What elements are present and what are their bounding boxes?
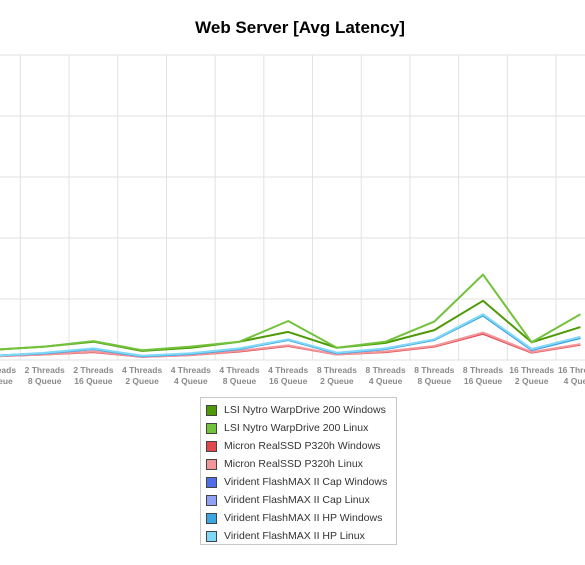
legend-item[interactable]: Micron RealSSD P320h Linux xyxy=(206,455,396,473)
legend-label: Micron RealSSD P320h Windows xyxy=(224,440,381,452)
legend-label: LSI Nytro WarpDrive 200 Windows xyxy=(224,404,386,416)
series-line-3 xyxy=(0,331,581,358)
x-tick-label: 16 Threads 2 Queue xyxy=(509,365,554,386)
legend-label: Virident FlashMAX II HP Linux xyxy=(224,530,365,542)
legend-swatch xyxy=(206,476,217,488)
series-line-7 xyxy=(0,313,581,357)
legend-swatch xyxy=(206,530,217,542)
x-tick-label: 4 Threads 8 Queue xyxy=(219,365,259,386)
legend-swatch xyxy=(206,494,217,506)
legend-swatch xyxy=(206,422,217,434)
x-tick-label: 8 Threads 2 Queue xyxy=(317,365,357,386)
legend-label: Virident FlashMAX II HP Windows xyxy=(224,512,383,524)
series-line-0 xyxy=(0,299,581,352)
legend-label: Virident FlashMAX II Cap Windows xyxy=(224,476,388,488)
x-tick-label: 8 Threads 16 Queue xyxy=(463,365,503,386)
legend-item[interactable]: Virident FlashMAX II Cap Windows xyxy=(206,473,396,491)
x-tick-label: 4 Threads 16 Queue xyxy=(268,365,308,386)
legend-item[interactable]: Micron RealSSD P320h Windows xyxy=(206,437,396,455)
series-line-1 xyxy=(0,273,581,352)
gridlines xyxy=(0,54,585,361)
x-tick-label: 4 Threads 4 Queue xyxy=(171,365,211,386)
legend-item[interactable]: LSI Nytro WarpDrive 200 Linux xyxy=(206,419,396,437)
legend-swatch xyxy=(206,440,217,452)
legend-item[interactable]: Virident FlashMAX II Cap Linux xyxy=(206,491,396,509)
x-tick-label: 8 Threads 8 Queue xyxy=(414,365,454,386)
legend-swatch xyxy=(206,458,217,470)
x-tick-label: 2 Threads 8 Queue xyxy=(25,365,65,386)
legend-item[interactable]: Virident FlashMAX II HP Windows xyxy=(206,509,396,527)
legend-item[interactable]: LSI Nytro WarpDrive 200 Windows xyxy=(206,401,396,419)
legend-label: LSI Nytro WarpDrive 200 Linux xyxy=(224,422,369,434)
x-tick-label: 4 Threads 2 Queue xyxy=(122,365,162,386)
legend-label: Virident FlashMAX II Cap Linux xyxy=(224,494,370,506)
chart-title: Web Server [Avg Latency] xyxy=(195,18,405,37)
legend-swatch xyxy=(206,404,217,416)
legend: LSI Nytro WarpDrive 200 Windows LSI Nytro… xyxy=(200,397,397,545)
legend-label: Micron RealSSD P320h Linux xyxy=(224,458,363,470)
x-tick-label: 8 Threads 4 Queue xyxy=(366,365,406,386)
legend-item[interactable]: Virident FlashMAX II HP Linux xyxy=(206,527,396,545)
series-lines xyxy=(0,273,581,358)
x-tick-label: 2 Threads 16 Queue xyxy=(73,365,113,386)
legend-swatch xyxy=(206,512,217,524)
